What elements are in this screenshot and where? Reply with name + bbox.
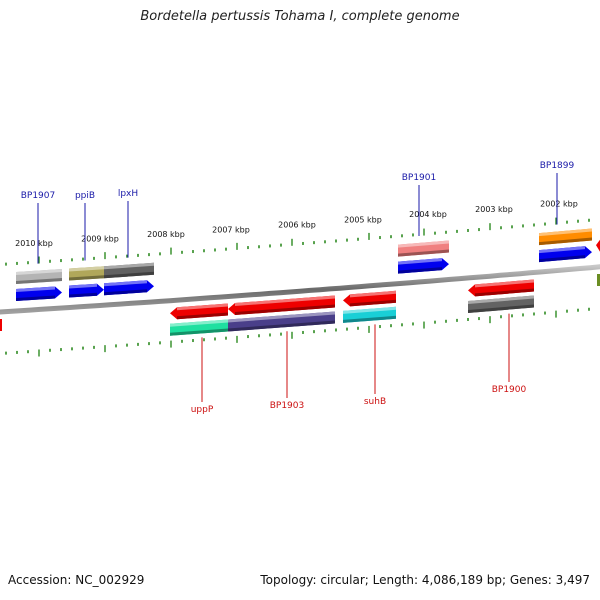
gene-feature-6-shadow [177,312,228,320]
gene-label-bp1903: BP1903 [270,401,305,411]
gene-feature-right-edge-olive [597,274,600,286]
gene-label-bp1899: BP1899 [540,161,575,171]
gene-feature-14-shadow [475,288,534,297]
scale-label: 2009 kbp [81,235,119,244]
scale-label: 2010 kbp [15,239,53,248]
gene-bp1903-highlight [228,311,335,323]
gene-bp1900-highlight [468,295,534,304]
gene-lpxh-shadow [104,289,147,296]
backbone-path [0,264,600,315]
gene-feature-10-highlight [350,290,396,298]
gene-bp1901 [398,258,449,274]
gene-labels: BP1907 ppiB lpxH uppP BP1903 suhB BP1901 BP1900… [21,161,575,415]
gene-feature-16-highlight [539,228,592,237]
gene-label-ppib: ppiB [75,191,95,201]
gene-label-bp1901: BP1901 [402,173,437,183]
gene-uppp [170,319,228,336]
genome-backbone [0,264,600,315]
gene-feature-8-highlight [235,295,335,306]
gene-bp1901-highlight [398,258,442,265]
gene-bp1907 [16,286,62,301]
gene-feature-10 [343,290,396,307]
gene-feature-0-shadow [16,278,62,284]
gene-feature-16-shadow [539,237,592,246]
gene-feature-12-shadow [398,249,449,257]
gene-bp1907-highlight [16,286,55,292]
gene-bp1903-shadow [228,320,335,332]
scale-label: 2004 kbp [409,210,447,219]
gene-bp1899-highlight [539,246,585,254]
scale-label: 2002 kbp [540,199,578,208]
scale-label: 2008 kbp [147,230,185,239]
gene-features [0,228,600,336]
gene-suhb-shadow [343,315,396,323]
gene-feature-0 [16,269,62,284]
gene-label-bp1900: BP1900 [492,385,527,395]
gene-feature-6 [170,303,228,320]
gene-bp1907-shadow [16,295,55,301]
gene-label-uppp: uppP [191,405,214,415]
gene-feature-14 [468,279,534,297]
gene-bp1900 [468,295,534,313]
gene-feature-8-shadow [235,304,335,315]
gene-suhb-highlight [343,306,396,314]
gene-label-lpxh: lpxH [118,189,138,199]
gene-bp1900-shadow [468,304,534,313]
tick-marks [5,217,590,357]
scale-label: 2003 kbp [475,205,513,214]
genome-stats-text: Topology: circular; Length: 4,086,189 bp… [260,573,590,587]
accession-text: Accession: NC_002929 [8,573,145,587]
gene-lpxh-highlight [104,280,147,287]
gene-feature-left-edge [0,319,2,331]
gene-feature-2-highlight [69,266,104,272]
scale-labels: 2010 kbp 2009 kbp 2008 kbp 2007 kbp 2006 kbp… [15,199,578,248]
gene-uppp-shadow [170,328,228,336]
gene-feature-8 [228,295,335,315]
gene-feature-14-highlight [475,279,534,288]
gene-uppp-highlight [170,319,228,327]
gene-suhb [343,306,396,323]
gene-feature-12 [398,240,449,257]
map-title: Bordetella pertussis Tohama I, complete … [140,9,460,24]
gene-label-suhb: suhB [364,397,386,407]
gene-feature-16 [539,228,592,246]
gene-feature-4 [104,262,154,279]
gene-bp1899 [539,246,592,263]
gene-feature-6-highlight [177,303,228,311]
gene-feature-12-highlight [398,240,449,248]
gene-feature-2 [69,266,104,281]
gene-feature-2-shadow [69,275,104,281]
scale-label: 2005 kbp [344,215,382,224]
gene-lpxh [104,280,154,296]
gene-bp1903 [228,311,335,332]
scale-label: 2007 kbp [212,225,250,234]
gene-feature-0-highlight [16,269,62,275]
gene-label-bp1907: BP1907 [21,191,56,201]
gene-ppib [69,283,104,298]
gene-bp1899-shadow [539,255,585,263]
gene-feature-right-edge [596,239,600,252]
scale-label: 2006 kbp [278,220,316,229]
gene-feature-4-highlight [104,262,154,270]
gene-feature-10-shadow [350,299,396,307]
gene-feature-4-shadow [104,271,154,279]
gene-bp1901-shadow [398,267,442,274]
gene-ppib-highlight [69,283,97,289]
gene-ppib-shadow [69,292,97,298]
